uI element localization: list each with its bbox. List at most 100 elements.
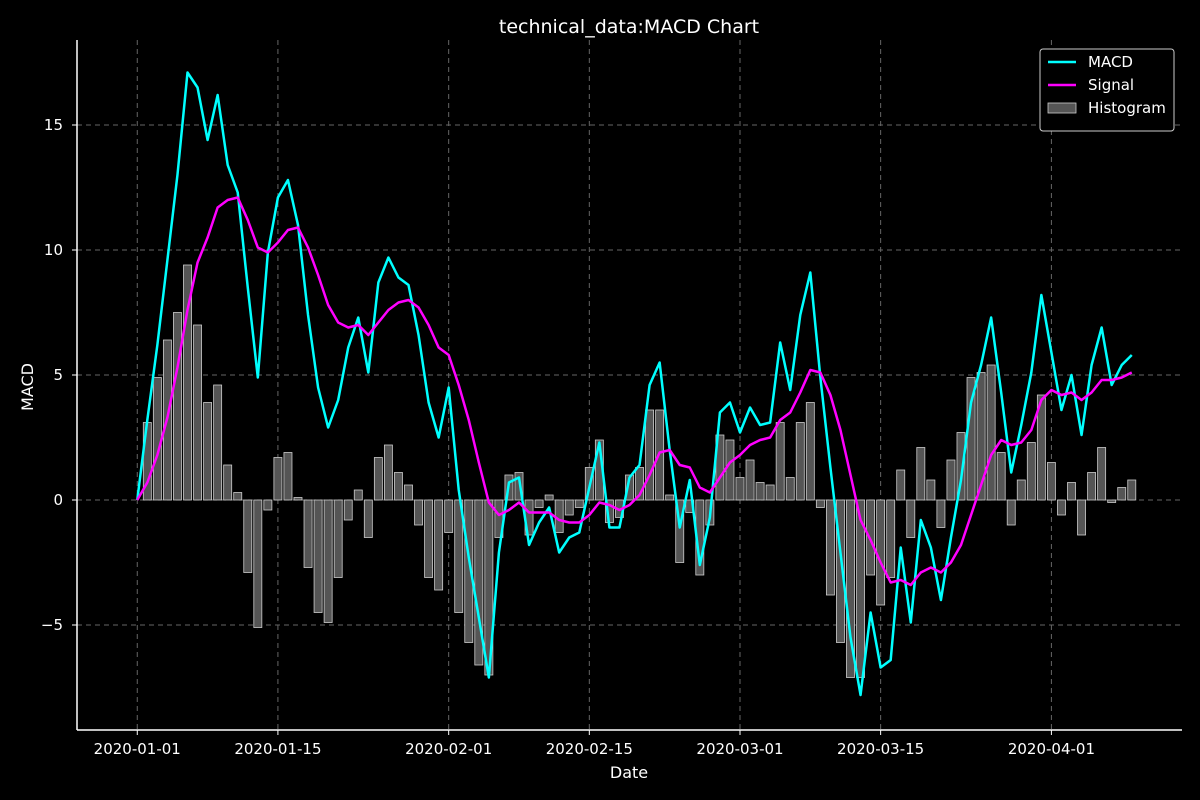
y-tick-label: −5 [41,616,63,634]
histogram-bar [474,499,484,666]
histogram-bar [996,452,1006,501]
y-axis-label: MACD [18,363,37,411]
histogram-bar [1127,479,1137,501]
x-tick-label: 2020-03-15 [837,740,924,758]
histogram-bar [203,402,213,501]
histogram-bar [152,377,162,501]
histogram-bar [544,494,554,501]
histogram-bar [956,432,966,501]
histogram-bar [765,484,775,501]
histogram-bar [434,499,444,591]
macd-line [136,71,1133,697]
histogram-bar [745,459,755,501]
x-tick-label: 2020-02-01 [405,740,492,758]
legend-label-signal: Signal [1088,76,1134,94]
histogram-bar [1117,487,1127,501]
x-tick-label: 2020-03-01 [696,740,783,758]
histogram-bar [383,444,393,501]
histogram-bar [1057,499,1066,516]
histogram-bar [534,499,544,508]
y-tick-label: 15 [44,116,63,134]
histogram-bar [785,477,795,501]
histogram-bar [183,264,192,501]
histogram-bar [1016,479,1026,501]
legend-label-histogram: Histogram [1088,99,1166,117]
histogram-bar [223,464,233,501]
histogram-bar [303,499,313,568]
histogram-bar [454,499,464,613]
histogram-bar [906,499,916,538]
histogram-bar [986,364,996,501]
signal-line [136,196,1133,587]
histogram-bar [414,499,423,526]
histogram-bar [233,492,243,501]
series-lines [136,71,1133,697]
x-tick-label: 2020-02-15 [546,740,633,758]
y-tick-label: 0 [53,491,63,509]
histogram-bar [976,372,986,501]
histogram-bar [404,484,413,501]
histogram-bar [363,499,373,538]
histogram-bar [273,457,283,501]
histogram-bar [193,324,202,501]
histogram-bar [916,447,926,501]
histogram-bar [1026,442,1036,501]
x-tick-label: 2020-01-01 [94,740,181,758]
histogram-bar [805,402,815,501]
histogram-bar [293,497,303,501]
x-tick-label: 2020-01-15 [234,740,321,758]
histogram-bar [675,499,685,563]
histogram-bar [815,499,825,508]
histogram-bar [313,499,323,613]
tick-labels: 2020-01-01 2020-01-15 2020-02-01 2020-02-15… [41,116,1095,758]
histogram-bar [1107,499,1117,503]
histogram-bar [464,499,474,643]
histogram-bar [263,499,273,511]
histogram-bar [876,499,886,606]
chart-title: technical_data:MACD Chart [499,16,759,38]
histogram-bar [946,459,956,501]
histogram-bar [444,499,454,533]
histogram-bar [836,499,845,643]
histogram-bar [1046,462,1056,501]
histogram-bar [926,479,936,501]
histogram-bar [625,474,634,501]
histogram-bar [856,499,865,678]
histogram-bar [635,467,644,501]
histogram-bar [333,499,343,578]
histogram-bar [665,494,675,501]
histogram-bar [373,457,383,501]
axes [72,40,1182,735]
histogram-bar [1077,499,1086,536]
histogram-bar [283,452,293,501]
histogram-bar [825,499,835,596]
histogram-bar [253,499,263,628]
legend-swatch-histogram [1047,102,1077,114]
histogram-bar [343,499,353,521]
histogram-bar [1067,482,1076,501]
histogram-bar [795,422,805,501]
histogram-bar [514,472,524,501]
x-axis-label: Date [610,763,648,782]
histogram-bar [554,499,564,533]
histogram-bar [173,312,182,501]
histogram-bar [725,439,735,501]
histogram-bar [353,489,363,501]
histogram-bar [1087,472,1097,501]
histogram-bar [564,499,574,516]
histogram-bar [1006,499,1016,526]
y-tick-label: 10 [44,241,63,259]
histogram-bar [394,472,403,501]
histogram-bar [323,499,333,623]
legend-label-macd: MACD [1088,53,1133,71]
histogram-bar [735,477,745,501]
histogram-bar [574,499,584,508]
histogram-bar [755,482,765,501]
histogram-bar [936,499,946,528]
histogram-bar [1097,447,1107,501]
histogram-bar [243,499,253,573]
x-tick-label: 2020-04-01 [1008,740,1095,758]
histogram-bar [1036,394,1046,501]
histogram-bar [886,499,896,578]
